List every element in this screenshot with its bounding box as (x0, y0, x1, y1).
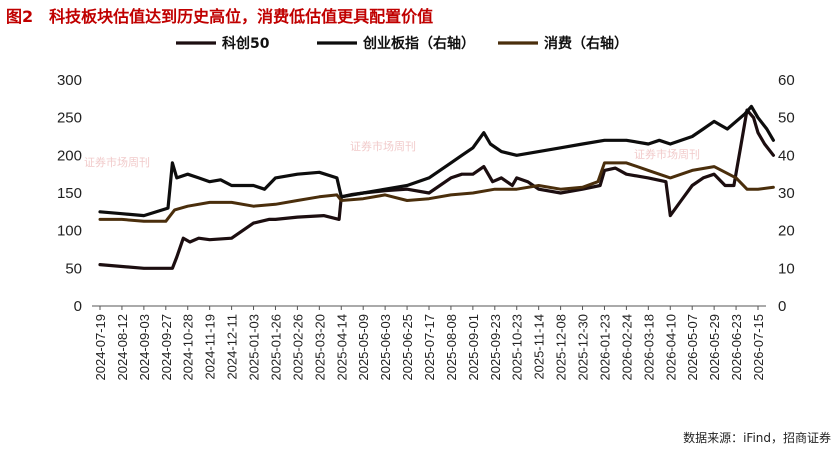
x-tick-label: 2024-10-28 (181, 314, 196, 381)
x-tick-label: 2026-06-23 (729, 314, 744, 381)
y-left-tick-label: 200 (57, 147, 82, 164)
figure-title: 图2 科技板块估值达到历史高位，消费低估值更具配置价值 (6, 3, 433, 27)
x-tick-label: 2026-01-23 (597, 314, 612, 381)
y-right-tick-label: 20 (778, 223, 795, 240)
x-tick-label: 2025-06-03 (378, 314, 393, 381)
x-tick-label: 2025-09-23 (488, 314, 503, 381)
y-left-tick-label: 0 (74, 298, 82, 315)
x-tick-label: 2024-08-12 (115, 314, 130, 381)
y-left-tick-label: 150 (57, 185, 82, 202)
x-tick-label: 2025-10-23 (510, 314, 525, 381)
x-tick-label: 2025-02-26 (290, 314, 305, 381)
y-right-tick-label: 0 (778, 298, 786, 315)
x-tick-label: 2025-07-17 (422, 314, 437, 381)
y-right-tick-label: 60 (778, 72, 795, 89)
figure-number: 图2 (6, 7, 34, 26)
series-line-kc50 (98, 108, 776, 270)
series-line-cyb (98, 104, 776, 218)
y-right-tick-label: 30 (778, 185, 795, 202)
x-tick-label: 2024-12-11 (225, 314, 240, 380)
legend-label: 消费（右轴） (544, 35, 628, 52)
figure-title-text: 科技板块估值达到历史高位，消费低估值更具配置价值 (49, 7, 434, 26)
x-tick-label: 2026-05-29 (707, 314, 722, 381)
y-left-tick-label: 50 (65, 260, 82, 277)
legend-label: 科创50 (222, 35, 270, 52)
legend-label: 创业板指（右轴） (362, 35, 475, 52)
x-tick-label: 2025-11-14 (532, 314, 547, 380)
series-line-consumer (98, 161, 775, 223)
x-tick-label: 2026-05-07 (685, 314, 700, 381)
data-source: 数据来源：iFind，招商证券 (683, 431, 831, 445)
x-tick-label: 2026-04-10 (663, 314, 678, 381)
x-tick-label: 2025-01-26 (268, 314, 283, 381)
x-tick-label: 2024-09-03 (137, 314, 152, 381)
x-tick-label: 2025-03-20 (312, 314, 327, 381)
x-tick-label: 2026-03-18 (641, 314, 656, 381)
y-right-tick-label: 50 (778, 110, 795, 127)
watermark-text: 证券市场周刊 (634, 147, 700, 161)
watermark-text: 证券市场周刊 (350, 139, 416, 153)
x-tick-label: 2024-09-27 (159, 314, 174, 381)
x-tick-label: 2025-04-14 (334, 314, 349, 381)
x-tick-label: 2025-05-09 (356, 314, 371, 381)
x-tick-label: 2025-06-25 (400, 314, 415, 381)
y-left-tick-label: 100 (57, 223, 82, 240)
watermark-text: 证券市场周刊 (84, 155, 150, 169)
y-left-tick-label: 300 (57, 72, 82, 89)
y-right-tick-label: 40 (778, 147, 795, 164)
x-tick-label: 2026-07-15 (751, 314, 766, 381)
x-tick-label: 2025-09-01 (466, 314, 481, 381)
x-tick-label: 2025-01-03 (247, 314, 262, 381)
y-left-tick-label: 250 (57, 110, 82, 127)
x-tick-label: 2024-11-19 (203, 314, 218, 380)
x-tick-label: 2024-07-19 (93, 314, 108, 381)
x-tick-label: 2025-08-08 (444, 314, 459, 381)
x-tick-label: 2025-12-08 (554, 314, 569, 381)
y-right-tick-label: 10 (778, 260, 795, 277)
x-tick-label: 2026-02-24 (619, 314, 634, 381)
x-tick-label: 2025-12-30 (576, 314, 591, 381)
